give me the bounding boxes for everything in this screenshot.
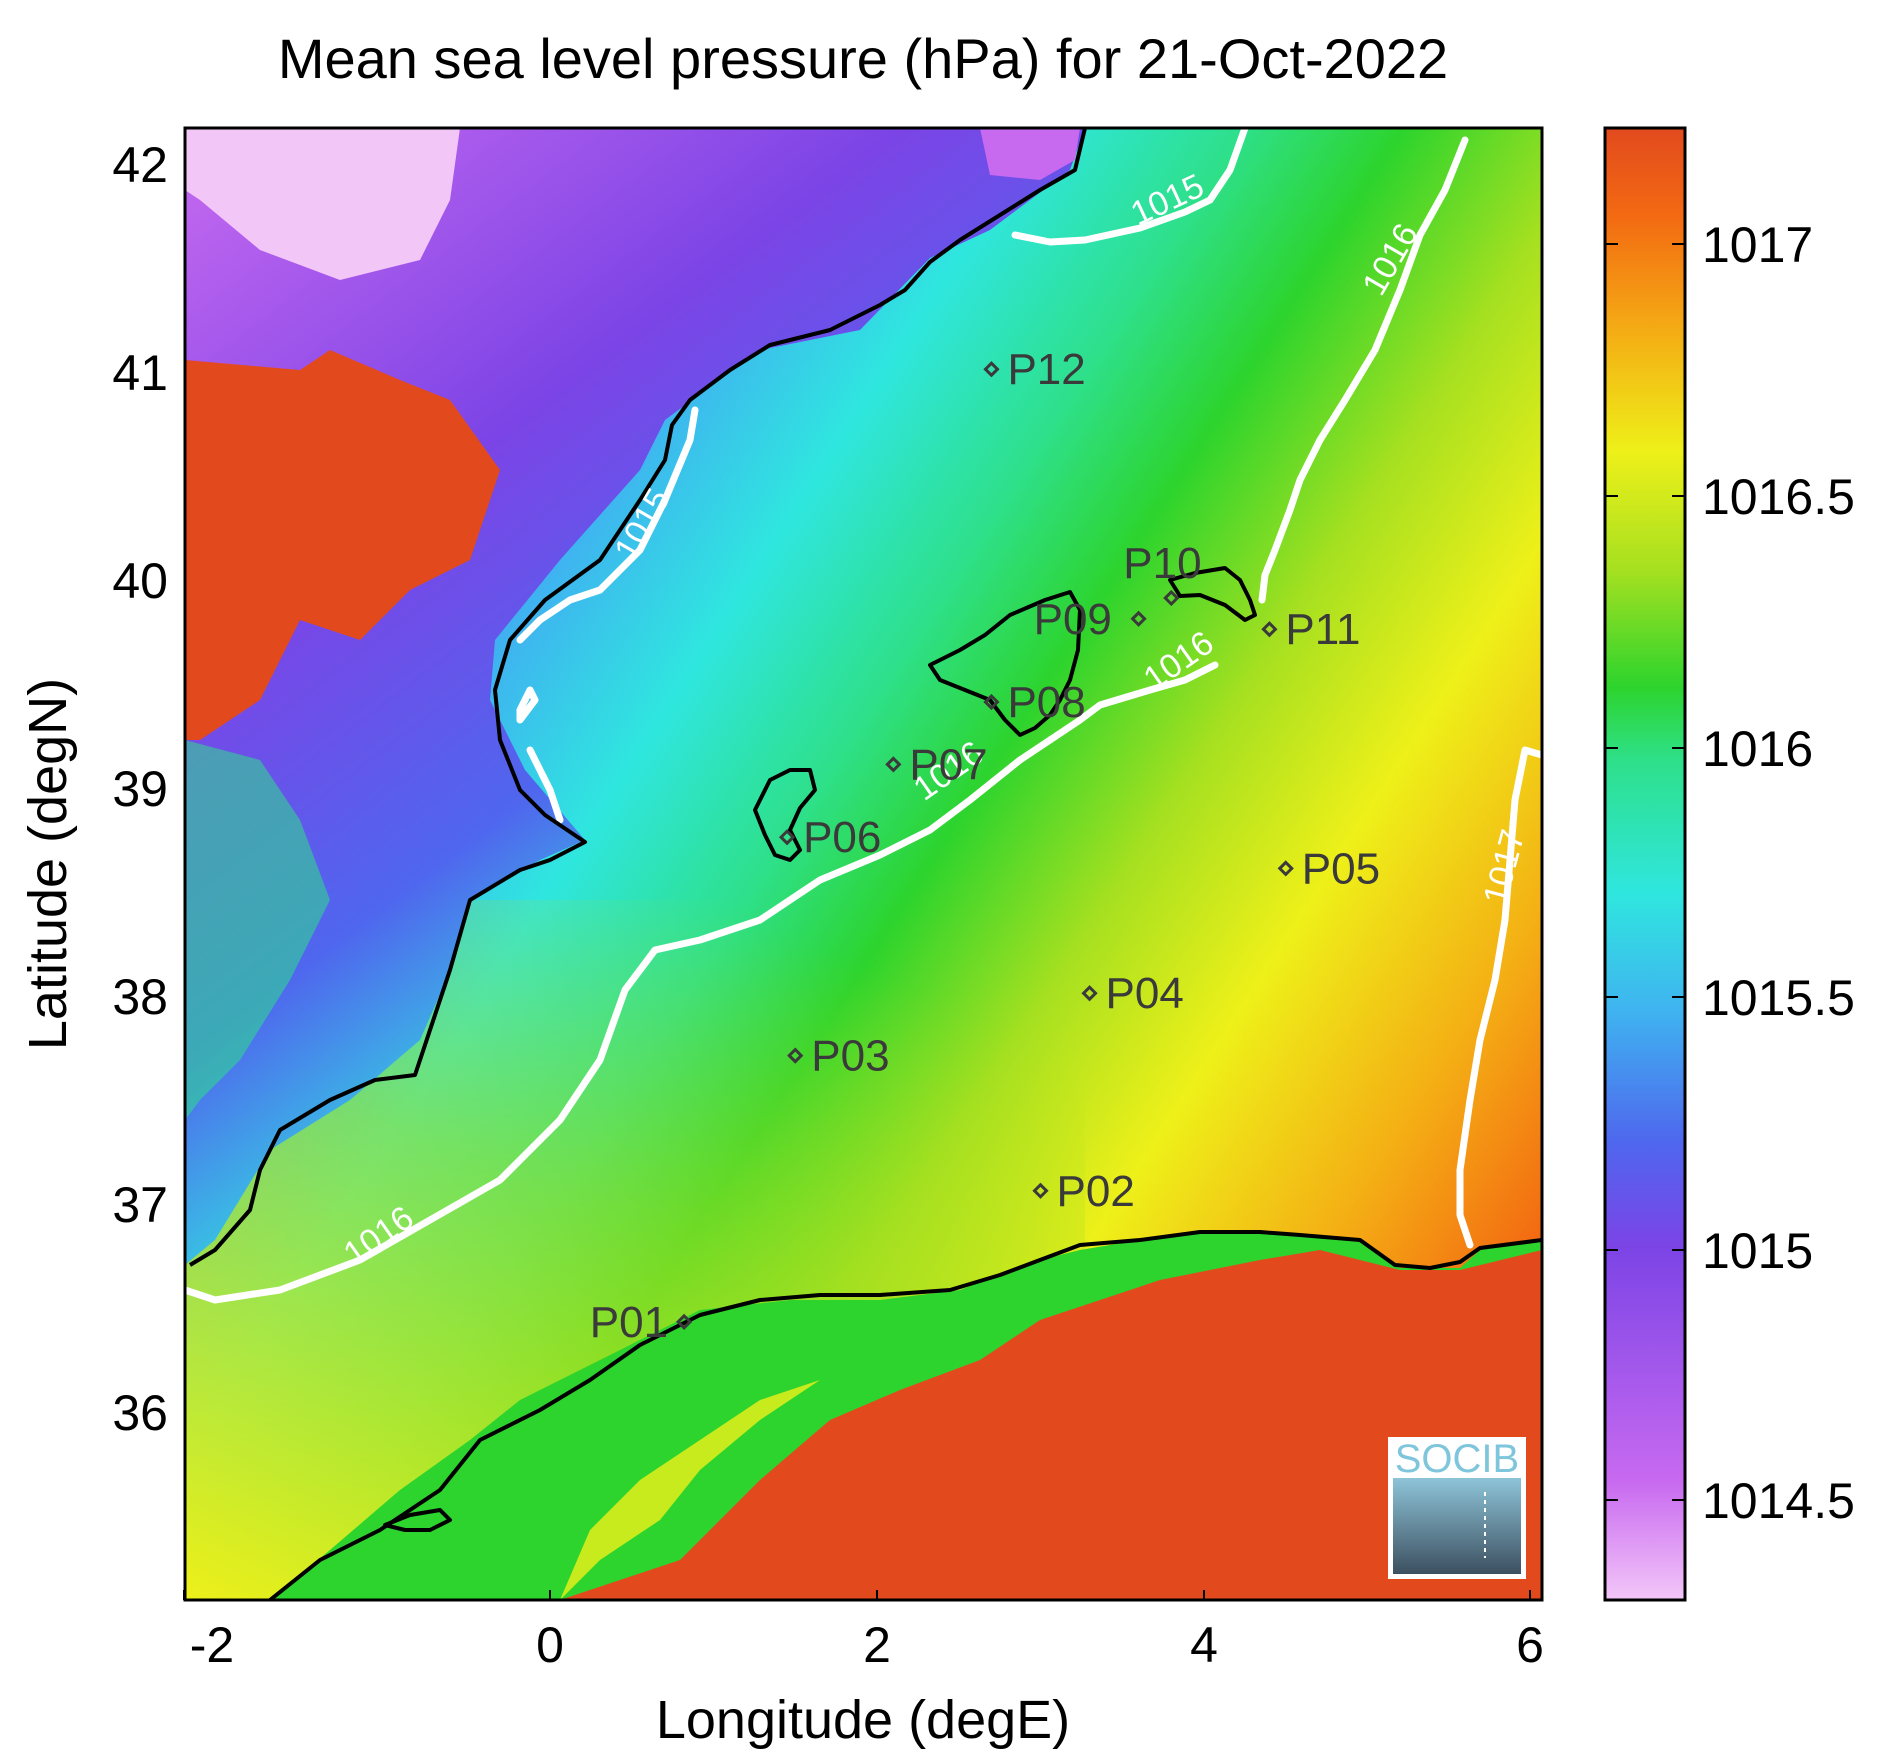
x-tick-label: 2 xyxy=(863,1617,891,1673)
contour-1015-loop xyxy=(526,746,564,824)
station-marker-p05 xyxy=(1277,860,1294,877)
station-marker-p06 xyxy=(778,829,796,846)
contour-1016-balearic xyxy=(1046,661,1219,744)
station-label-p02: P02 xyxy=(1057,1167,1135,1216)
station-marker-p10 xyxy=(1163,589,1180,607)
colorbar-tick-label: 1015.5 xyxy=(1702,970,1855,1026)
y-tick-label: 42 xyxy=(112,137,168,193)
contour-1016-south xyxy=(185,736,1054,1304)
y-tick-label: 36 xyxy=(112,1385,168,1441)
x-axis-label: Longitude (degE) xyxy=(656,1690,1070,1750)
plot-area xyxy=(185,128,1542,1600)
x-tick-label: 0 xyxy=(536,1617,564,1673)
station-label-p09: P09 xyxy=(1034,595,1112,644)
station-label-p07: P07 xyxy=(909,740,987,789)
station-label-p05: P05 xyxy=(1302,844,1380,893)
x-axis: -2 0 2 4 6 Longitude (degE) xyxy=(183,1590,1544,1750)
mallorca-coastline xyxy=(928,590,1082,737)
station-marker-p09 xyxy=(1130,610,1147,627)
x-tick-label: -2 xyxy=(190,1617,234,1673)
iberia-land-low-pressure xyxy=(185,128,460,280)
colorbar-tick-label: 1015 xyxy=(1702,1223,1813,1279)
contour-1015-north xyxy=(1011,128,1249,246)
socib-logo: SOCIB xyxy=(1388,1437,1526,1579)
station-label-p10: P10 xyxy=(1123,539,1201,588)
colorbar-scale xyxy=(1603,126,1687,1602)
figure-title: Mean sea level pressure (hPa) for 21-Oct… xyxy=(278,27,1448,90)
station-label-p04: P04 xyxy=(1106,969,1184,1018)
y-tick-label: 40 xyxy=(112,553,168,609)
station-marker-p04 xyxy=(1081,985,1098,1002)
colorbar-tick-label: 1014.5 xyxy=(1702,1473,1855,1529)
colorbar-tick-label: 1017 xyxy=(1702,217,1813,273)
iberia-land-mixed-band xyxy=(185,740,330,1120)
y-tick-label: 41 xyxy=(112,345,168,401)
x-tick-label: 4 xyxy=(1190,1617,1218,1673)
station-label-p03: P03 xyxy=(811,1032,889,1081)
y-axis-label: Latitude (degN) xyxy=(18,678,78,1050)
colorbar: 1017 1016.5 1016 1015.5 1015 1014.5 xyxy=(1603,126,1855,1602)
x-tick-label: 6 xyxy=(1516,1617,1544,1673)
station-label-p06: P06 xyxy=(803,813,881,862)
alboran-island-coastline xyxy=(383,1508,452,1532)
y-tick-label: 37 xyxy=(112,1177,168,1233)
plot-frame xyxy=(183,126,1544,1602)
station-label-p12: P12 xyxy=(1007,345,1085,394)
menorca-coastline xyxy=(1168,566,1257,622)
station-label-p11: P11 xyxy=(1285,605,1360,654)
socib-logo-text: SOCIB xyxy=(1395,1437,1519,1481)
station-marker-p01 xyxy=(675,1313,693,1330)
pyrenees-low-pressure xyxy=(980,128,1080,180)
african-coastline xyxy=(268,1230,1542,1600)
africa-land-high-pressure xyxy=(560,1250,1542,1600)
station-marker-p03 xyxy=(787,1047,804,1064)
contour-1015-island xyxy=(516,686,539,724)
colorbar-tick-label: 1016.5 xyxy=(1702,469,1855,525)
station-marker-p07 xyxy=(885,756,902,773)
station-marker-p12 xyxy=(983,361,1000,378)
iberian-coastline xyxy=(188,128,1087,1267)
y-axis: 42 41 40 39 38 37 36 Latitude (degN) xyxy=(18,137,168,1441)
contour-1016-east xyxy=(1258,136,1469,604)
station-marker-p11 xyxy=(1261,621,1278,638)
y-tick-label: 38 xyxy=(112,969,168,1025)
station-marker-p02 xyxy=(1032,1182,1049,1199)
colorbar-tick-label: 1016 xyxy=(1702,721,1813,777)
iberia-land-high-pressure xyxy=(185,350,500,740)
station-label-p01: P01 xyxy=(590,1298,668,1347)
contour-1015-coast xyxy=(516,406,699,644)
y-tick-label: 39 xyxy=(112,761,168,817)
station-label-p08: P08 xyxy=(1007,678,1085,727)
contour-1017 xyxy=(1456,746,1542,1249)
station-marker-p08 xyxy=(983,693,1000,711)
ibiza-coastline xyxy=(753,768,817,862)
